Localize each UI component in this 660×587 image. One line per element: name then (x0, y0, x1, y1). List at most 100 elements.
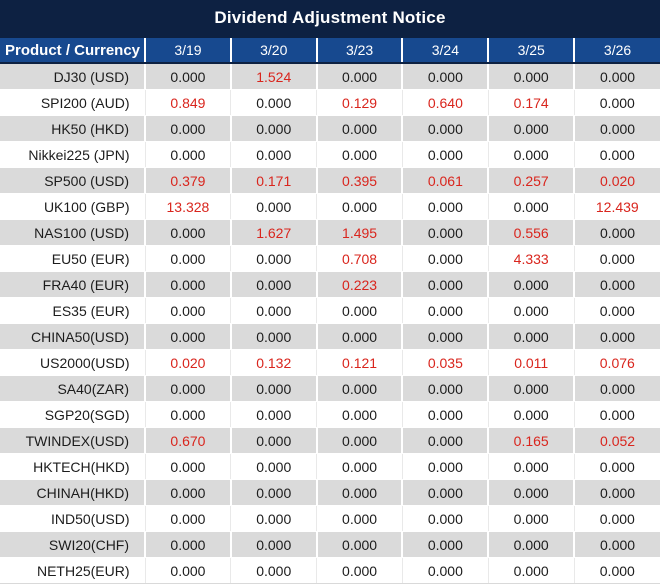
value-cell: 0.000 (144, 141, 231, 168)
value-cell: 0.171 (229, 167, 317, 194)
column-header-date: 3/26 (573, 36, 660, 64)
value-cell: 0.000 (316, 401, 403, 428)
value-cell: 0.000 (487, 401, 575, 428)
value-cell: 0.000 (230, 401, 317, 428)
column-header-row: Product / Currency 3/19 3/20 3/23 3/24 3/25 3… (0, 36, 660, 64)
page-title: Dividend Adjustment Notice (0, 0, 660, 37)
value-cell: 0.708 (316, 245, 403, 272)
column-header-date: 3/25 (487, 36, 575, 64)
column-header-date: 3/20 (229, 36, 317, 64)
value-cell: 0.000 (229, 271, 317, 298)
value-cell: 1.495 (315, 219, 403, 246)
value-cell: 0.000 (144, 115, 231, 142)
value-cell: 0.000 (487, 479, 575, 506)
product-cell: EU50 (EUR) (0, 245, 146, 272)
value-cell: 0.000 (573, 323, 660, 350)
value-cell: 0.000 (401, 245, 489, 272)
product-cell: UK100 (GBP) (0, 193, 146, 220)
value-cell: 0.000 (315, 323, 403, 350)
value-cell: 0.000 (401, 323, 489, 350)
value-cell: 0.849 (144, 89, 231, 116)
product-cell: IND50(USD) (0, 505, 146, 532)
value-cell: 0.000 (573, 271, 660, 298)
value-cell: 0.000 (316, 557, 403, 584)
value-cell: 0.000 (144, 479, 231, 506)
value-cell: 0.000 (230, 453, 317, 480)
value-cell: 0.000 (487, 271, 575, 298)
table-row: HK50 (HKD) 0.000 0.000 0.000 0.000 0.000 0.000 (0, 115, 660, 142)
value-cell: 1.627 (229, 219, 317, 246)
value-cell: 0.223 (315, 271, 403, 298)
table-row: US2000(USD) 0.020 0.132 0.121 0.035 0.011 0.07… (0, 349, 660, 376)
value-cell: 0.000 (144, 271, 231, 298)
value-cell: 0.000 (144, 401, 231, 428)
value-cell: 0.000 (401, 115, 489, 142)
value-cell: 0.132 (230, 349, 317, 376)
value-cell: 0.000 (487, 323, 575, 350)
table-row: ES35 (EUR) 0.000 0.000 0.000 0.000 0.000 0.000 (0, 297, 660, 324)
value-cell: 0.035 (401, 349, 489, 376)
product-cell: HKTECH(HKD) (0, 453, 146, 480)
value-cell: 0.000 (401, 375, 489, 402)
value-cell: 0.000 (316, 505, 403, 532)
product-cell: FRA40 (EUR) (0, 271, 146, 298)
value-cell: 0.000 (144, 557, 231, 584)
value-cell: 0.000 (315, 427, 403, 454)
table-row: EU50 (EUR) 0.000 0.000 0.708 0.000 4.333 0.000 (0, 245, 660, 272)
value-cell: 0.000 (573, 115, 660, 142)
value-cell: 0.000 (401, 557, 489, 584)
value-cell: 0.000 (144, 375, 231, 402)
column-header-date: 3/23 (315, 36, 403, 64)
value-cell: 0.000 (573, 219, 660, 246)
value-cell: 0.000 (230, 89, 317, 116)
value-cell: 0.000 (573, 89, 660, 116)
value-cell: 0.000 (144, 62, 231, 90)
value-cell: 0.000 (487, 297, 575, 324)
value-cell: 0.000 (144, 219, 231, 246)
value-cell: 4.333 (487, 245, 575, 272)
value-cell: 0.000 (573, 297, 660, 324)
value-cell: 0.000 (144, 245, 231, 272)
value-cell: 0.000 (487, 453, 575, 480)
value-cell: 0.000 (401, 297, 489, 324)
table-row: CHINA50(USD) 0.000 0.000 0.000 0.000 0.000 0.0… (0, 323, 660, 350)
value-cell: 0.000 (401, 193, 489, 220)
value-cell: 0.379 (144, 167, 231, 194)
value-cell: 0.000 (229, 115, 317, 142)
title-bar: Dividend Adjustment Notice (0, 0, 660, 37)
value-cell: 0.000 (315, 375, 403, 402)
value-cell: 0.000 (230, 245, 317, 272)
value-cell: 0.000 (315, 62, 403, 90)
table-row: DJ30 (USD) 0.000 1.524 0.000 0.000 0.000 0.000 (0, 62, 660, 90)
value-cell: 0.000 (315, 115, 403, 142)
value-cell: 0.000 (230, 557, 317, 584)
product-cell: TWINDEX(USD) (0, 427, 146, 454)
value-cell: 0.000 (401, 141, 489, 168)
value-cell: 0.000 (573, 557, 660, 584)
value-cell: 0.000 (401, 479, 489, 506)
value-cell: 0.000 (230, 141, 317, 168)
value-cell: 0.000 (573, 245, 660, 272)
table-row: FRA40 (EUR) 0.000 0.000 0.223 0.000 0.000 0.00… (0, 271, 660, 298)
value-cell: 0.000 (230, 193, 317, 220)
table-row: SP500 (USD) 0.379 0.171 0.395 0.061 0.257 0.02… (0, 167, 660, 194)
value-cell: 0.165 (487, 427, 575, 454)
table-row: UK100 (GBP) 13.328 0.000 0.000 0.000 0.000 12.… (0, 193, 660, 220)
table-row: NETH25(EUR) 0.000 0.000 0.000 0.000 0.000 0.00… (0, 557, 660, 584)
product-cell: DJ30 (USD) (0, 62, 146, 90)
table-row: Nikkei225 (JPN) 0.000 0.000 0.000 0.000 0.000… (0, 141, 660, 168)
product-cell: NETH25(EUR) (0, 557, 146, 584)
value-cell: 0.020 (144, 349, 231, 376)
value-cell: 0.000 (487, 557, 575, 584)
value-cell: 0.000 (401, 531, 489, 558)
product-cell: HK50 (HKD) (0, 115, 146, 142)
value-cell: 0.000 (316, 141, 403, 168)
product-cell: SPI200 (AUD) (0, 89, 146, 116)
value-cell: 0.000 (487, 375, 575, 402)
value-cell: 0.129 (316, 89, 403, 116)
table-row: SPI200 (AUD) 0.849 0.000 0.129 0.640 0.174 0.0… (0, 89, 660, 116)
value-cell: 0.121 (316, 349, 403, 376)
value-cell: 0.000 (316, 297, 403, 324)
value-cell: 0.000 (401, 427, 489, 454)
